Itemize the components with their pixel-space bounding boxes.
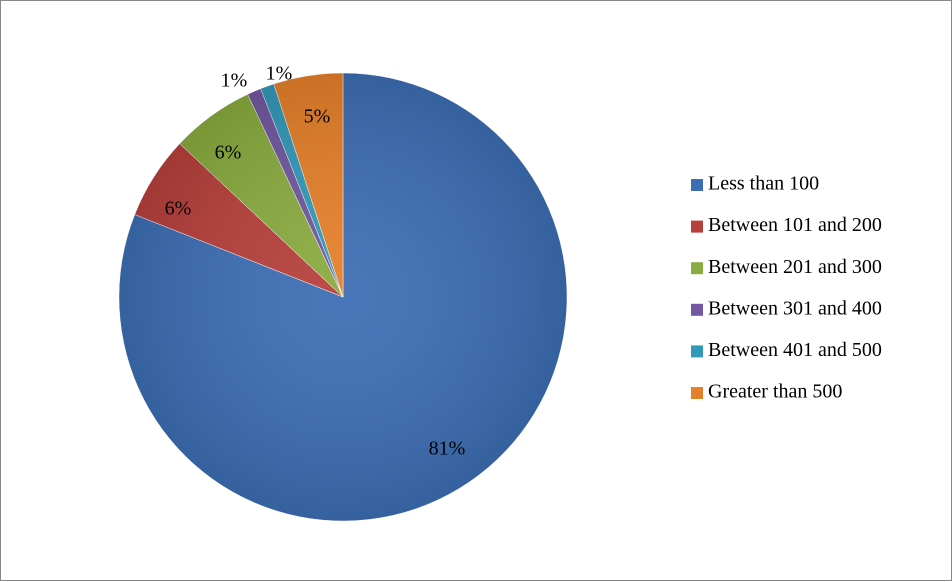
legend-swatch-between-301-and-400 — [691, 303, 703, 316]
legend-item-greater-than-500: Greater than 500 — [691, 381, 842, 403]
data-label-greater-than-500: 5% — [304, 106, 331, 128]
legend-swatch-between-401-and-500 — [691, 345, 703, 358]
legend-swatch-less-than-100 — [691, 179, 703, 191]
legend: Less than 100 Between 101 and 200 Between … — [691, 173, 882, 403]
legend-item-between-101-and-200: Between 101 and 200 — [691, 214, 882, 236]
legend-item-less-than-100: Less than 100 — [691, 173, 819, 195]
legend-label-between-201-and-300: Between 201 and 300 — [708, 256, 882, 278]
legend-item-between-301-and-400: Between 301 and 400 — [691, 297, 882, 319]
legend-swatch-between-201-and-300 — [691, 262, 703, 275]
data-label-between-101-and-200: 6% — [165, 198, 192, 220]
pie-slices — [118, 72, 568, 522]
legend-item-between-201-and-300: Between 201 and 300 — [691, 256, 882, 278]
legend-label-between-301-and-400: Between 301 and 400 — [708, 297, 882, 319]
data-label-between-401-and-500: 1% — [266, 63, 293, 85]
pie-data-labels: 81% 6% 6% 1% 1% 5% — [165, 63, 466, 460]
legend-label-greater-than-500: Greater than 500 — [708, 381, 842, 403]
data-label-between-201-and-300: 6% — [215, 142, 242, 164]
legend-swatch-between-101-and-200 — [691, 220, 703, 233]
legend-label-between-101-and-200: Between 101 and 200 — [708, 214, 882, 236]
legend-label-between-401-and-500: Between 401 and 500 — [708, 339, 882, 361]
legend-item-between-401-and-500: Between 401 and 500 — [691, 339, 882, 361]
legend-swatch-greater-than-500 — [691, 387, 703, 399]
data-label-less-than-100: 81% — [429, 438, 466, 460]
data-label-between-301-and-400: 1% — [221, 70, 248, 92]
legend-label-less-than-100: Less than 100 — [708, 173, 819, 195]
